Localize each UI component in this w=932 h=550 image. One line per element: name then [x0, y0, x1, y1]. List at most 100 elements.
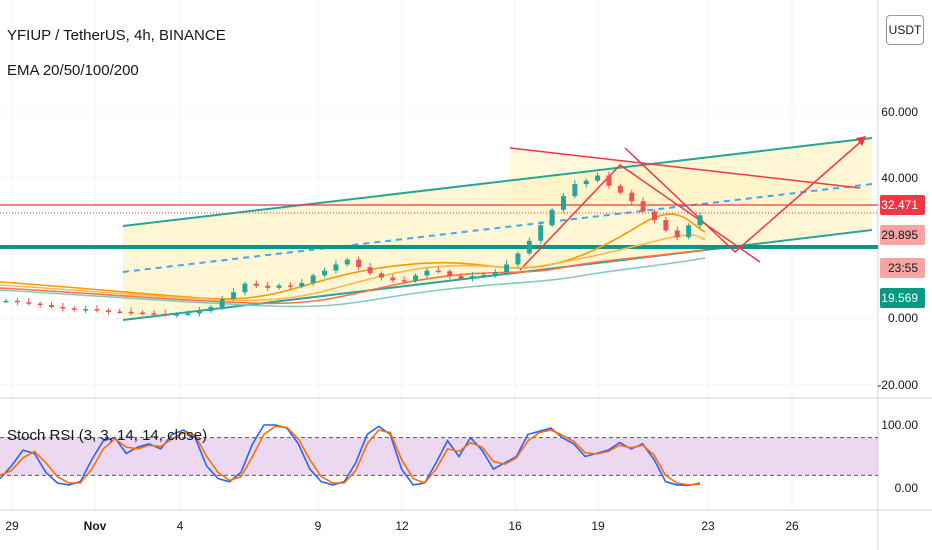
- candle-body: [481, 274, 487, 277]
- time-tick-label: Nov: [84, 519, 107, 533]
- candle-body: [356, 259, 362, 268]
- price-badge-label: 29.895: [881, 228, 918, 242]
- candle-body: [299, 282, 305, 287]
- stoch-rsi-d-line: [0, 425, 701, 486]
- time-tick-label: 26: [785, 519, 799, 533]
- rsi-tick-label: 0.00: [895, 481, 919, 495]
- ema20-line: [0, 213, 706, 300]
- channel-mid-line: [122, 183, 873, 273]
- channel-upper-line: [122, 137, 873, 227]
- candle-body: [526, 240, 532, 254]
- candle-body: [276, 285, 282, 288]
- candle-body: [504, 264, 510, 272]
- candle-body: [469, 276, 475, 279]
- candle-body: [287, 285, 293, 287]
- candle-body: [174, 314, 180, 316]
- candle-body: [26, 302, 32, 304]
- candle-body: [219, 299, 225, 308]
- candle-body: [572, 184, 578, 197]
- candle-body: [140, 312, 146, 315]
- candle-body: [686, 225, 692, 238]
- ema100-line: [0, 249, 706, 305]
- candle-body: [322, 270, 328, 276]
- ema200-line: [0, 257, 706, 308]
- candle-body: [37, 303, 43, 306]
- indicator-title: EMA 20/50/100/200: [7, 62, 139, 79]
- candle-body: [583, 180, 589, 185]
- candle-body: [640, 201, 646, 212]
- currency-button[interactable]: USDT: [886, 15, 924, 45]
- candle-body: [265, 285, 271, 288]
- candle-body: [162, 313, 168, 316]
- time-tick-label: 4: [177, 519, 184, 533]
- resistance-zone-fill: [510, 148, 860, 205]
- candle-body: [606, 175, 612, 186]
- candle-body: [458, 276, 464, 279]
- candle-body: [515, 253, 521, 265]
- candle-body: [14, 300, 20, 303]
- candle-body: [253, 283, 259, 286]
- triangle-pattern-line: [519, 164, 761, 271]
- time-tick-label: 16: [508, 519, 522, 533]
- projection-arrowhead: [856, 136, 866, 146]
- time-tick-label: 29: [5, 519, 19, 533]
- candle-body: [196, 311, 202, 314]
- candle-body: [333, 264, 339, 271]
- candle-body: [49, 304, 55, 308]
- price-tick-label: 0.000: [888, 311, 918, 325]
- candle-body: [663, 220, 669, 231]
- price-badge-label: 23:55: [888, 261, 918, 275]
- candle-body: [424, 270, 430, 276]
- projection-path: [624, 137, 866, 254]
- candle-body: [208, 307, 214, 312]
- time-tick-label: 9: [315, 519, 322, 533]
- candle-body: [697, 215, 703, 226]
- candle-body: [83, 309, 89, 311]
- candle-body: [651, 211, 657, 221]
- price-tick-label: 40.000: [881, 171, 918, 185]
- symbol-title: YFIUP / TetherUS, 4h, BINANCE: [7, 27, 226, 44]
- time-tick-label: 19: [591, 519, 605, 533]
- candle-body: [595, 175, 601, 181]
- candle-body: [94, 309, 100, 311]
- candle-body: [367, 267, 373, 274]
- price-badge: [880, 225, 925, 245]
- stoch-rsi-label: Stoch RSI (3, 3, 14, 14, close): [7, 427, 208, 444]
- candle-body: [629, 192, 635, 202]
- price-badge-label: 19.569: [881, 291, 918, 305]
- price-badge-label: 32.471: [881, 198, 918, 212]
- candle-body: [242, 283, 248, 293]
- descending-trendline: [509, 147, 861, 189]
- price-tick-label: -20.000: [877, 378, 918, 392]
- time-tick-label: 12: [395, 519, 409, 533]
- price-tick-label: 60.000: [881, 105, 918, 119]
- candle-body: [447, 271, 453, 277]
- candle-body: [617, 185, 623, 193]
- candle-body: [390, 277, 396, 281]
- candle-body: [344, 259, 350, 265]
- candle-body: [492, 271, 498, 275]
- candle-body: [231, 292, 237, 300]
- candle-body: [435, 270, 441, 273]
- price-badge: [880, 258, 925, 278]
- candle-body: [128, 311, 134, 314]
- candle-body: [538, 225, 544, 241]
- ema50-line: [0, 234, 706, 302]
- candle-body: [378, 273, 384, 278]
- candle-body: [401, 280, 407, 282]
- candle-body: [60, 307, 66, 309]
- candle-body: [549, 209, 555, 226]
- candle-body: [105, 310, 111, 312]
- candle-body: [560, 196, 566, 210]
- candle-body: [71, 308, 77, 310]
- time-tick-label: 23: [701, 519, 715, 533]
- candle-body: [151, 313, 157, 315]
- candle-body: [3, 300, 9, 303]
- price-badge: [880, 195, 925, 215]
- candle-body: [117, 311, 123, 313]
- candle-body: [674, 230, 680, 238]
- candle-body: [310, 275, 316, 283]
- candle-body: [413, 275, 419, 281]
- rsi-tick-label: 100.00: [881, 418, 918, 432]
